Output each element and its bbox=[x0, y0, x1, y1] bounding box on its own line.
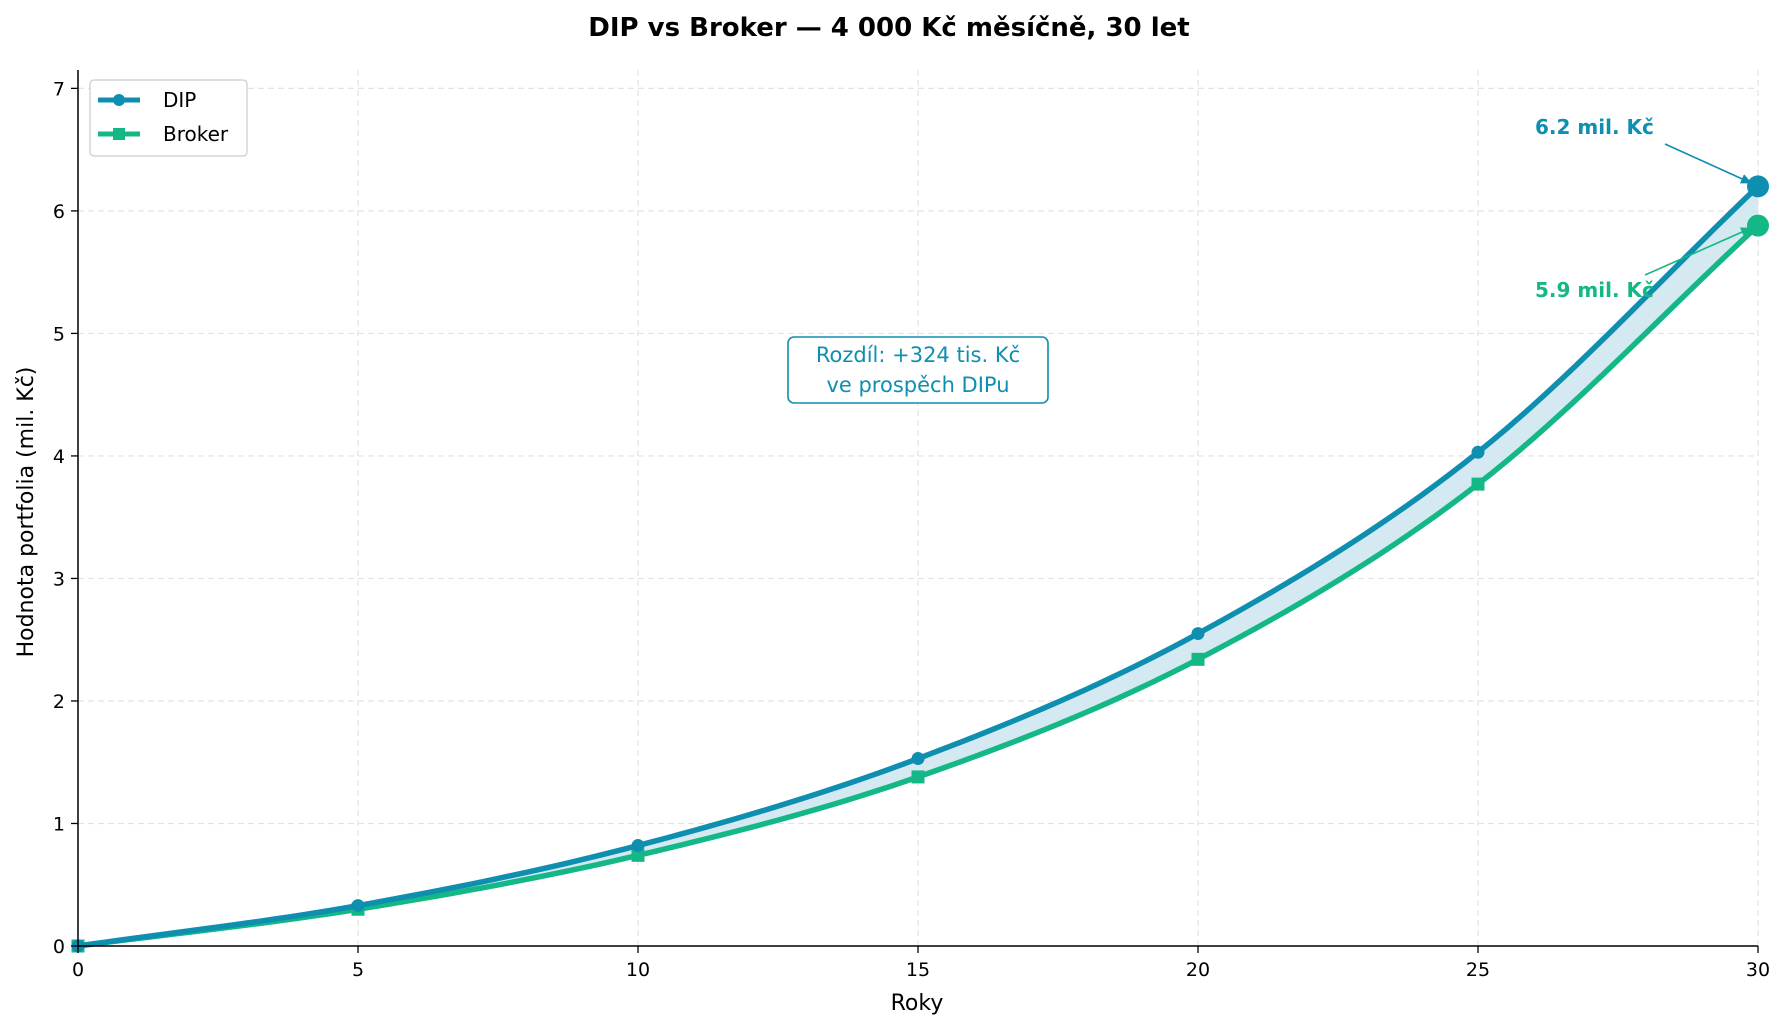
y-tick-label: 2 bbox=[53, 691, 65, 713]
series-broker bbox=[71, 214, 1769, 953]
x-ticks: 0 5 10 15 20 25 30 bbox=[72, 946, 1770, 981]
legend-dip-marker bbox=[113, 94, 125, 106]
difference-box-frame bbox=[787, 336, 1049, 404]
legend-item-dip: DIP bbox=[98, 88, 196, 112]
y-tick-label: 0 bbox=[53, 936, 65, 958]
x-axis-label: Roky bbox=[891, 991, 944, 1016]
dip-point bbox=[351, 899, 365, 913]
broker-point bbox=[631, 848, 645, 862]
y-tick-label: 7 bbox=[53, 78, 65, 100]
series-dip bbox=[71, 175, 1769, 953]
dip-end-highlight bbox=[1747, 175, 1769, 198]
grid bbox=[77, 70, 1759, 947]
x-tick-label: 25 bbox=[1466, 959, 1490, 981]
dip-annotation-arrow bbox=[1664, 143, 1753, 185]
difference-box: Rozdíl: +324 tis. Kč ve prospěch DIPu bbox=[787, 336, 1049, 404]
broker-annotation-arrow bbox=[1644, 226, 1753, 276]
legend-broker-marker bbox=[113, 128, 125, 140]
legend-broker-label: Broker bbox=[163, 122, 229, 146]
difference-text-line1: Rozdíl: +324 tis. Kč bbox=[816, 343, 1020, 367]
y-ticks: 0 1 2 3 4 5 6 7 bbox=[53, 78, 78, 958]
y-tick-label: 1 bbox=[53, 813, 65, 835]
legend-item-broker: Broker bbox=[98, 122, 229, 146]
dip-arrowhead bbox=[1739, 174, 1752, 184]
x-tick-label: 20 bbox=[1186, 959, 1210, 981]
y-axis-label: Hodnota portfolia (mil. Kč) bbox=[14, 367, 39, 658]
broker-point bbox=[911, 770, 925, 784]
broker-point bbox=[1471, 477, 1485, 491]
y-tick-label: 6 bbox=[53, 201, 65, 223]
x-tick-label: 15 bbox=[906, 959, 930, 981]
series-layer bbox=[71, 175, 1769, 953]
dip-point bbox=[1471, 445, 1485, 459]
y-tick-label: 5 bbox=[53, 323, 65, 345]
x-tick-label: 5 bbox=[352, 959, 364, 981]
difference-text-line2: ve prospěch DIPu bbox=[826, 373, 1009, 397]
annotations: 6.2 mil. Kč 5.9 mil. Kč Rozdíl: +324 tis… bbox=[787, 115, 1753, 404]
dip-point bbox=[1191, 627, 1205, 641]
y-tick-label: 3 bbox=[53, 568, 65, 590]
legend: DIP Broker bbox=[89, 79, 248, 157]
y-tick-label: 4 bbox=[53, 446, 65, 468]
dip-point bbox=[911, 752, 925, 766]
dip-point bbox=[631, 839, 645, 853]
legend-dip-label: DIP bbox=[163, 88, 196, 112]
broker-point bbox=[1191, 652, 1205, 666]
broker-end-highlight bbox=[1747, 214, 1769, 237]
chart-title: DIP vs Broker — 4 000 Kč měsíčně, 30 let bbox=[588, 13, 1189, 43]
x-tick-label: 0 bbox=[72, 959, 84, 981]
dip-end-annotation: 6.2 mil. Kč bbox=[1535, 115, 1654, 139]
x-tick-label: 30 bbox=[1746, 959, 1770, 981]
broker-end-annotation: 5.9 mil. Kč bbox=[1535, 278, 1654, 302]
broker-arrowhead bbox=[1739, 227, 1752, 237]
x-tick-label: 10 bbox=[626, 959, 650, 981]
